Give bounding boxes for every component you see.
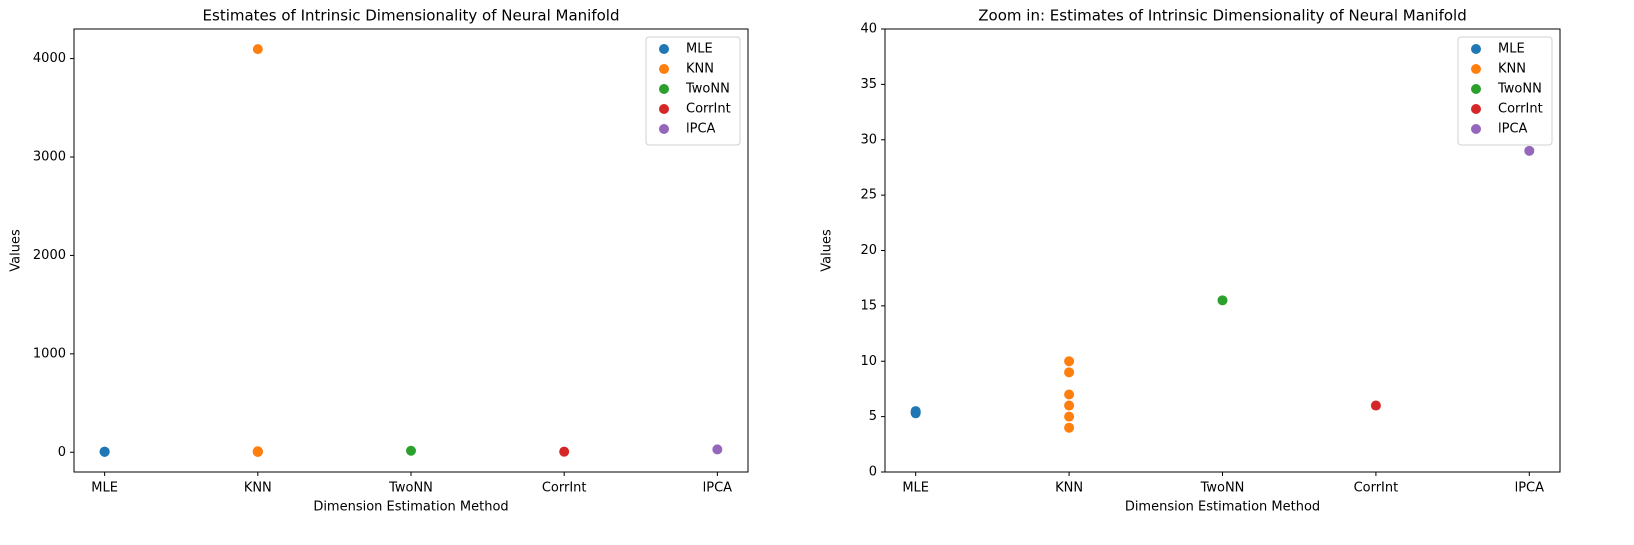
y-tick-label: 4000: [33, 51, 66, 66]
legend-label: CorrInt: [1498, 102, 1543, 117]
y-axis-label: Values: [9, 229, 24, 272]
point: [1524, 145, 1535, 156]
chart-title: Estimates of Intrinsic Dimensionality of…: [203, 7, 620, 25]
legend-label: lPCA: [686, 122, 716, 137]
x-tick-label: MLE: [91, 481, 118, 496]
point: [1064, 411, 1075, 422]
x-tick-label: lPCA: [1515, 481, 1545, 496]
point: [712, 444, 723, 455]
x-tick-label: TwoNN: [388, 481, 433, 496]
x-axis-label: Dimension Estimation Method: [313, 500, 508, 515]
x-tick-label: KNN: [1055, 481, 1083, 496]
point: [1064, 367, 1075, 378]
point: [406, 445, 416, 456]
point: [99, 446, 110, 457]
legend-marker: [1471, 104, 1481, 114]
point: [910, 406, 921, 417]
point: [252, 44, 263, 55]
point: [1064, 422, 1075, 433]
y-tick-label: 25: [860, 188, 877, 203]
legend-marker: [659, 44, 669, 54]
x-tick-label: CorrInt: [1354, 481, 1399, 496]
legend-marker: [1471, 124, 1481, 134]
legend: [1457, 36, 1553, 146]
legend-marker: [659, 84, 669, 94]
point: [1217, 295, 1228, 306]
y-tick-label: 1000: [33, 346, 66, 361]
y-tick-label: 20: [860, 243, 877, 258]
legend-marker: [1471, 84, 1481, 94]
y-tick-label: 3000: [33, 150, 66, 165]
legend-label: MLE: [686, 42, 713, 57]
legend-label: KNN: [686, 62, 714, 77]
legend: [645, 36, 741, 146]
x-tick-label: KNN: [244, 481, 272, 496]
point: [1064, 356, 1075, 367]
y-tick-label: 2000: [33, 248, 66, 263]
x-tick-label: MLE: [902, 481, 929, 496]
y-tick-label: 10: [860, 354, 877, 369]
legend-marker: [659, 104, 669, 114]
legend-label: TwoNN: [1497, 82, 1542, 97]
chart-title: Zoom in: Estimates of Intrinsic Dimensio…: [978, 7, 1466, 25]
y-tick-label: 0: [58, 445, 66, 460]
legend-marker: [659, 64, 669, 74]
point: [252, 446, 263, 457]
legend-marker: [1471, 44, 1481, 54]
x-tick-label: CorrInt: [542, 481, 587, 496]
y-tick-label: 30: [860, 132, 877, 147]
plot-area: [910, 145, 1535, 433]
legend-marker: [1471, 64, 1481, 74]
point: [1064, 400, 1075, 411]
legend-label: KNN: [1498, 62, 1526, 77]
x-tick-label: lPCA: [703, 481, 733, 496]
legend-label: CorrInt: [686, 102, 731, 117]
legend-label: MLE: [1498, 42, 1525, 57]
point: [1064, 389, 1075, 400]
y-tick-label: 40: [860, 22, 877, 37]
y-axis-label: Values: [820, 229, 835, 272]
axes-frame: [73, 28, 749, 473]
legend-label: TwoNN: [685, 82, 730, 97]
y-tick-label: 0: [869, 465, 877, 480]
x-axis-label: Dimension Estimation Method: [1125, 500, 1320, 515]
point: [1370, 400, 1381, 411]
legend-marker: [659, 124, 669, 134]
y-tick-label: 35: [860, 77, 877, 92]
axes-frame: [884, 28, 1561, 473]
x-tick-label: TwoNN: [1200, 481, 1245, 496]
y-tick-label: 15: [860, 298, 877, 313]
point: [559, 446, 570, 457]
y-tick-label: 5: [869, 409, 877, 424]
legend-label: lPCA: [1498, 122, 1528, 137]
plot-area: [99, 44, 723, 457]
